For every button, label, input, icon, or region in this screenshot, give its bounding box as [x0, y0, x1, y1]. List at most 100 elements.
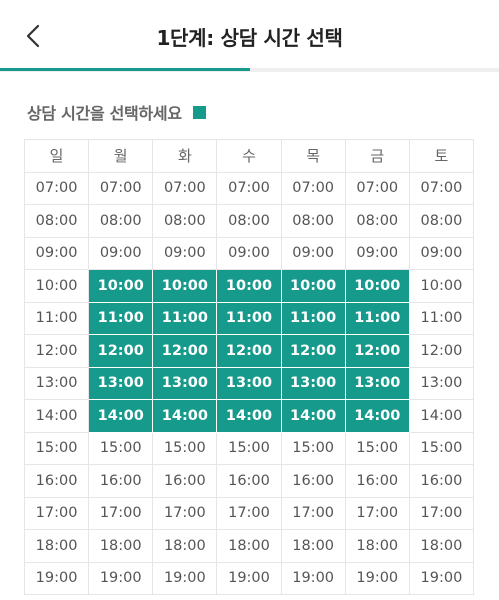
time-slot[interactable]: 07:00: [89, 172, 154, 205]
time-slot[interactable]: 19:00: [89, 562, 154, 595]
time-slot-selected[interactable]: 12:00: [153, 335, 218, 368]
time-slot-selected[interactable]: 13:00: [217, 367, 282, 400]
schedule-grid: 일 월 화 수 목 금 토 07:00 07:00 07:00 07:00 07:00 07:00 07:…: [24, 139, 474, 595]
time-slot-selected[interactable]: 11:00: [153, 302, 218, 335]
time-slot[interactable]: 07:00: [345, 172, 410, 205]
time-slot[interactable]: 18:00: [217, 530, 282, 563]
time-slot[interactable]: 17:00: [281, 497, 346, 530]
time-slot-selected[interactable]: 14:00: [217, 400, 282, 433]
time-slot[interactable]: 08:00: [153, 205, 218, 238]
time-slot-selected[interactable]: 14:00: [345, 400, 410, 433]
time-slot[interactable]: 11:00: [25, 302, 90, 335]
time-slot[interactable]: 19:00: [409, 562, 474, 595]
time-slot-selected[interactable]: 12:00: [345, 335, 410, 368]
time-slot[interactable]: 07:00: [409, 172, 474, 205]
time-slot[interactable]: 17:00: [217, 497, 282, 530]
time-slot-selected[interactable]: 10:00: [281, 270, 346, 303]
time-slot-selected[interactable]: 12:00: [281, 335, 346, 368]
time-slot[interactable]: 16:00: [89, 465, 154, 498]
time-slot-selected[interactable]: 12:00: [89, 335, 154, 368]
time-slot[interactable]: 11:00: [409, 302, 474, 335]
time-slot-selected[interactable]: 11:00: [345, 302, 410, 335]
time-slot[interactable]: 18:00: [89, 530, 154, 563]
time-slot[interactable]: 18:00: [345, 530, 410, 563]
time-slot[interactable]: 15:00: [217, 432, 282, 465]
time-slot[interactable]: 18:00: [281, 530, 346, 563]
subtitle-text: 상담 시간을 선택하세요: [27, 104, 182, 123]
time-slot[interactable]: 17:00: [409, 497, 474, 530]
time-slot[interactable]: 09:00: [345, 237, 410, 270]
time-slot[interactable]: 15:00: [345, 432, 410, 465]
section-subtitle: 상담 시간을 선택하세요: [27, 100, 206, 124]
time-slot[interactable]: 16:00: [153, 465, 218, 498]
time-slot[interactable]: 19:00: [217, 562, 282, 595]
time-slot[interactable]: 10:00: [409, 270, 474, 303]
time-slot[interactable]: 15:00: [25, 432, 90, 465]
time-slot-selected[interactable]: 10:00: [345, 270, 410, 303]
time-slot-selected[interactable]: 12:00: [217, 335, 282, 368]
time-slot[interactable]: 08:00: [281, 205, 346, 238]
time-slot[interactable]: 12:00: [25, 335, 90, 368]
time-slot[interactable]: 16:00: [25, 465, 90, 498]
time-slot[interactable]: 16:00: [217, 465, 282, 498]
time-slot-selected[interactable]: 14:00: [153, 400, 218, 433]
time-slot-selected[interactable]: 11:00: [89, 302, 154, 335]
time-slot[interactable]: 15:00: [89, 432, 154, 465]
time-slot[interactable]: 13:00: [25, 367, 90, 400]
time-slot-selected[interactable]: 14:00: [281, 400, 346, 433]
day-header-6: 토: [409, 140, 474, 173]
time-slot[interactable]: 09:00: [409, 237, 474, 270]
time-slot[interactable]: 15:00: [281, 432, 346, 465]
time-slot-selected[interactable]: 10:00: [217, 270, 282, 303]
time-slot[interactable]: 13:00: [409, 367, 474, 400]
time-slot[interactable]: 16:00: [345, 465, 410, 498]
time-slot-selected[interactable]: 13:00: [153, 367, 218, 400]
time-slot[interactable]: 08:00: [409, 205, 474, 238]
day-header-5: 금: [345, 140, 410, 173]
progress-track: [0, 68, 499, 72]
time-slot[interactable]: 17:00: [89, 497, 154, 530]
time-slot[interactable]: 14:00: [25, 400, 90, 433]
time-slot[interactable]: 14:00: [409, 400, 474, 433]
time-slot[interactable]: 19:00: [25, 562, 90, 595]
time-slot-selected[interactable]: 10:00: [153, 270, 218, 303]
time-slot[interactable]: 18:00: [25, 530, 90, 563]
time-slot[interactable]: 12:00: [409, 335, 474, 368]
time-slot[interactable]: 07:00: [281, 172, 346, 205]
time-slot[interactable]: 15:00: [409, 432, 474, 465]
time-slot[interactable]: 09:00: [217, 237, 282, 270]
time-slot[interactable]: 09:00: [25, 237, 90, 270]
time-slot[interactable]: 09:00: [153, 237, 218, 270]
time-slot[interactable]: 19:00: [153, 562, 218, 595]
time-slot[interactable]: 08:00: [345, 205, 410, 238]
time-slot[interactable]: 17:00: [153, 497, 218, 530]
time-slot[interactable]: 18:00: [409, 530, 474, 563]
time-slot[interactable]: 19:00: [345, 562, 410, 595]
back-button[interactable]: [18, 20, 50, 52]
time-slot[interactable]: 17:00: [345, 497, 410, 530]
time-slot[interactable]: 07:00: [25, 172, 90, 205]
time-slot-selected[interactable]: 13:00: [281, 367, 346, 400]
time-slot[interactable]: 09:00: [89, 237, 154, 270]
time-slot[interactable]: 08:00: [89, 205, 154, 238]
time-slot-selected[interactable]: 13:00: [345, 367, 410, 400]
time-slot[interactable]: 10:00: [25, 270, 90, 303]
time-slot[interactable]: 07:00: [217, 172, 282, 205]
time-slot-selected[interactable]: 10:00: [89, 270, 154, 303]
time-slot-selected[interactable]: 11:00: [217, 302, 282, 335]
time-slot[interactable]: 16:00: [409, 465, 474, 498]
time-slot[interactable]: 09:00: [281, 237, 346, 270]
time-slot[interactable]: 19:00: [281, 562, 346, 595]
time-slot[interactable]: 15:00: [153, 432, 218, 465]
time-slot-selected[interactable]: 11:00: [281, 302, 346, 335]
time-slot[interactable]: 18:00: [153, 530, 218, 563]
page-title: 1단계: 상담 시간 선택: [156, 26, 343, 50]
time-slot[interactable]: 08:00: [217, 205, 282, 238]
time-slot[interactable]: 16:00: [281, 465, 346, 498]
time-slot[interactable]: 07:00: [153, 172, 218, 205]
time-slot[interactable]: 08:00: [25, 205, 90, 238]
time-slot[interactable]: 17:00: [25, 497, 90, 530]
time-slot-selected[interactable]: 13:00: [89, 367, 154, 400]
time-slot-selected[interactable]: 14:00: [89, 400, 154, 433]
day-header-0: 일: [25, 140, 90, 173]
